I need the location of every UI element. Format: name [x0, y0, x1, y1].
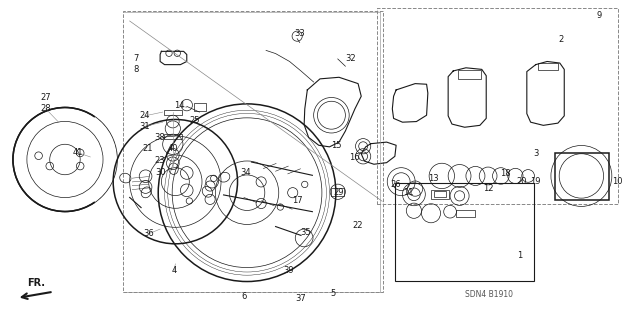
Text: 26: 26: [391, 180, 401, 189]
Text: 15: 15: [332, 141, 342, 150]
Text: 23: 23: [155, 156, 165, 165]
Text: 4: 4: [172, 266, 177, 275]
Text: 8: 8: [133, 65, 139, 74]
Text: 13: 13: [428, 174, 438, 183]
Text: 37: 37: [296, 293, 307, 302]
Text: 36: 36: [143, 229, 154, 238]
Text: 31: 31: [139, 122, 150, 131]
Text: 20: 20: [516, 177, 527, 186]
Text: 21: 21: [142, 144, 153, 153]
Text: 27: 27: [40, 93, 51, 102]
Text: 17: 17: [292, 196, 303, 205]
Text: 18: 18: [500, 169, 511, 178]
Text: 16: 16: [349, 153, 360, 162]
Text: 29: 29: [334, 188, 344, 197]
Text: 34: 34: [240, 168, 250, 177]
Text: 7: 7: [133, 54, 139, 63]
Text: 10: 10: [612, 177, 622, 186]
Text: 5: 5: [330, 289, 335, 298]
Text: 6: 6: [241, 292, 246, 300]
Text: 11: 11: [404, 188, 414, 197]
Text: 22: 22: [353, 221, 364, 230]
Text: 9: 9: [596, 11, 602, 20]
Text: 25: 25: [189, 116, 200, 125]
Text: 2: 2: [559, 35, 564, 44]
Text: 1: 1: [517, 251, 522, 260]
Text: 32: 32: [345, 54, 356, 63]
Text: 35: 35: [301, 228, 311, 237]
Text: 41: 41: [72, 148, 83, 157]
Text: FR.: FR.: [27, 278, 45, 287]
Text: 28: 28: [40, 104, 51, 113]
Wedge shape: [65, 117, 117, 202]
Text: 3: 3: [533, 149, 538, 158]
Text: 19: 19: [531, 177, 541, 186]
Text: 30: 30: [155, 168, 165, 177]
Text: 39: 39: [283, 266, 294, 275]
Text: SDN4 B1910: SDN4 B1910: [465, 290, 513, 299]
Text: 24: 24: [139, 111, 150, 120]
Text: 38: 38: [155, 133, 166, 142]
Text: 12: 12: [483, 184, 493, 193]
Text: 40: 40: [168, 144, 178, 153]
Text: 14: 14: [174, 101, 184, 110]
Text: 33: 33: [294, 29, 305, 38]
